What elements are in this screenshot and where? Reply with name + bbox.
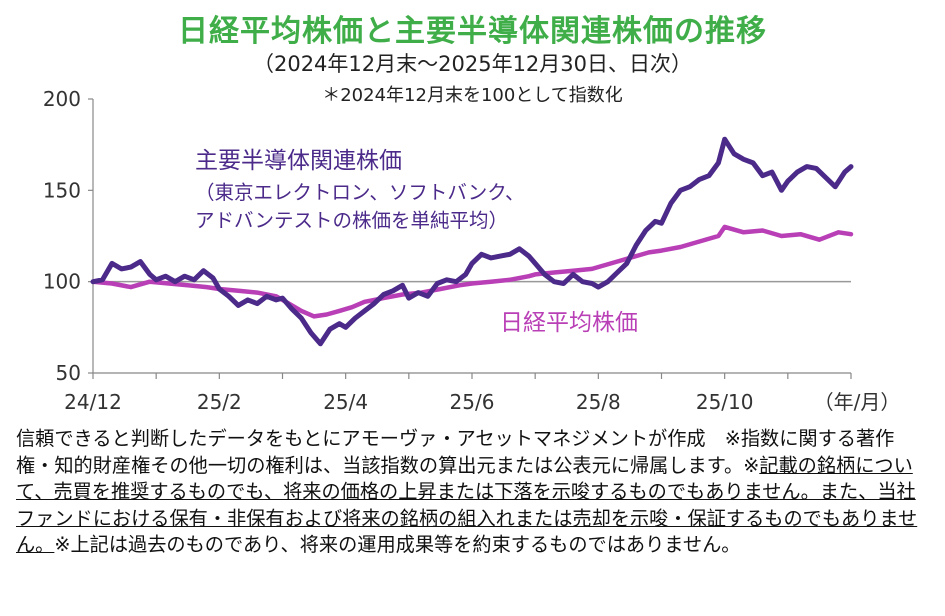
chart-title: 日経平均株価と主要半導体関連株価の推移 (178, 14, 767, 49)
series-line-nikkei (90, 224, 854, 319)
y-tick-label: 50 (56, 361, 81, 385)
x-tick-label: 24/12 (64, 390, 122, 414)
y-tick-label: 150 (43, 178, 81, 202)
disclaimer-text-2: ※上記は過去のものであり、将来の運用成果等を約束するものではありません。 (54, 533, 741, 556)
y-tick-label: 100 (43, 270, 81, 294)
x-tick-label: 25/8 (576, 390, 621, 414)
disclaimer: 信頼できると判断したデータをもとにアモーヴァ・アセットマネジメントが作成 ※指数… (16, 426, 931, 559)
series-label-semiconductor: 主要半導体関連株価 (195, 148, 402, 174)
series-line-semiconductor (90, 136, 854, 347)
series-label-semiconductor: （東京エレクトロン、ソフトバンク、 (195, 181, 525, 204)
chart-series (90, 136, 854, 347)
x-tick-label: 25/10 (696, 390, 754, 414)
y-tick-label: 200 (43, 87, 81, 111)
x-tick-label: 25/2 (197, 390, 242, 414)
disclaimer-text-1: 信頼できると判断したデータをもとにアモーヴァ・アセットマネジメントが作成 ※指数… (16, 427, 895, 477)
x-axis-unit-label: （年/月） (814, 390, 901, 414)
series-label-nikkei: 日経平均株価 (500, 310, 638, 336)
chart-canvas: 50 100 150 200 24/12 25/2 25/4 25/6 25/8 25/10 （年/… (43, 87, 901, 414)
chart-axes: 50 100 150 200 24/12 25/2 25/4 25/6 25/8 25/10 （年/… (43, 87, 901, 414)
chart-labels: 主要半導体関連株価 （東京エレクトロン、ソフトバンク、アドバンテストの株価を単純平… (195, 148, 638, 336)
chart-subtitle: （2024年12月末～2025年12月30日、日次） (252, 52, 693, 76)
series-label-semiconductor: アドバンテストの株価を単純平均） (195, 209, 508, 232)
x-tick-label: 25/6 (450, 390, 495, 414)
x-tick-label: 25/4 (323, 390, 368, 414)
disclaimer-underlined: 記載の銘柄について、売買を推奨するものでも、将来の価格の上昇または下落を示唆する… (16, 453, 918, 557)
chart-note: ＊2024年12月末を100として指数化 (322, 85, 623, 106)
